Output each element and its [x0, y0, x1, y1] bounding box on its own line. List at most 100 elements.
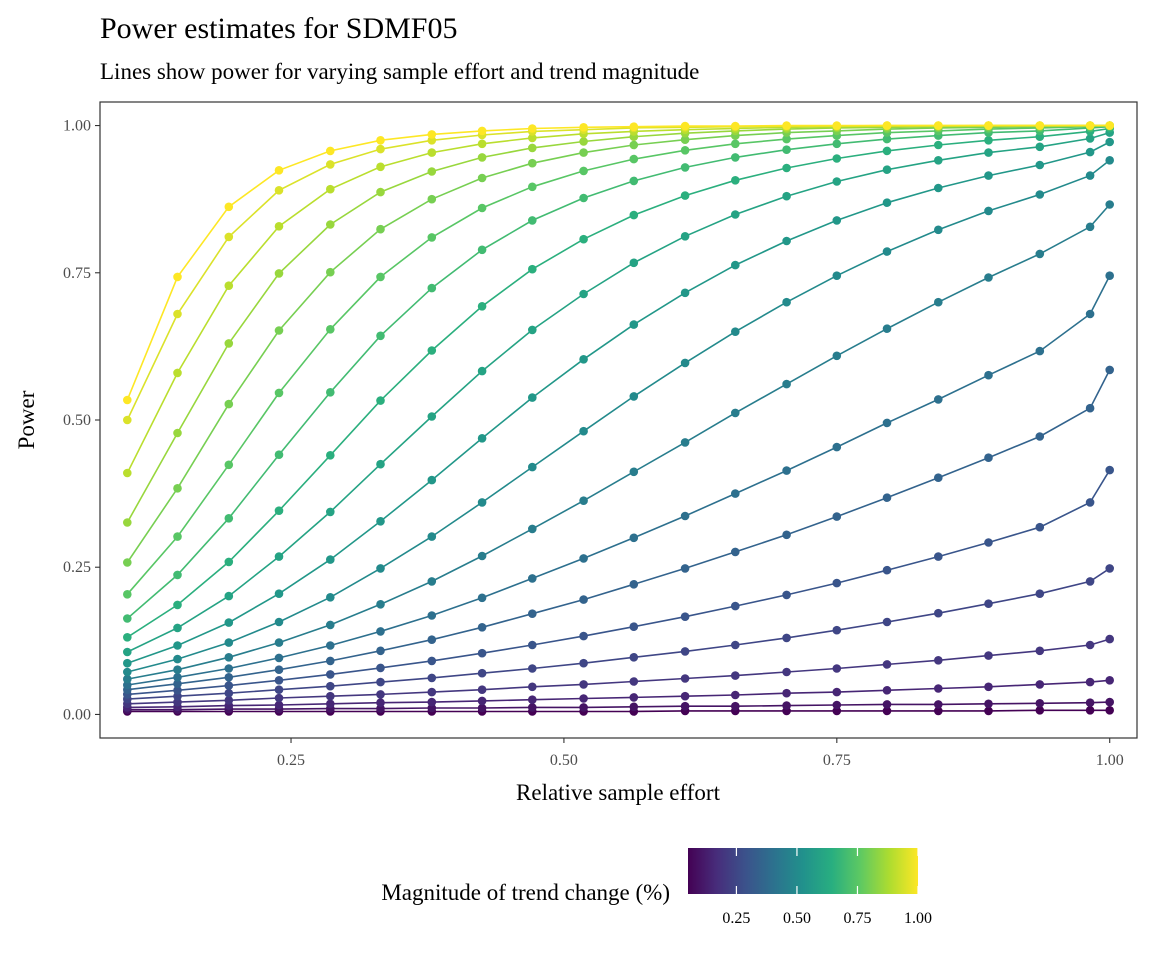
data-point	[1035, 706, 1045, 715]
data-point	[274, 326, 284, 335]
data-point	[1035, 346, 1045, 356]
data-point	[1085, 403, 1095, 413]
data-point	[680, 612, 690, 621]
legend-tick-label: 0.25	[722, 910, 750, 927]
data-point	[882, 198, 892, 207]
data-point	[224, 638, 234, 647]
data-point	[326, 555, 335, 564]
data-point	[528, 640, 537, 650]
data-point	[782, 701, 791, 710]
data-point	[1085, 134, 1095, 143]
data-point	[832, 687, 842, 697]
data-point	[1035, 680, 1045, 689]
data-point	[477, 153, 487, 162]
data-point	[274, 638, 284, 647]
data-point	[326, 267, 335, 277]
data-point	[326, 593, 335, 602]
data-point	[882, 247, 892, 256]
data-point	[579, 595, 588, 604]
data-point	[984, 682, 993, 692]
series-line-group	[123, 365, 1114, 694]
data-point	[376, 600, 385, 609]
data-point	[731, 601, 740, 611]
data-point	[477, 593, 487, 603]
data-point	[427, 283, 437, 293]
data-point	[1035, 699, 1045, 708]
chart-title: Power estimates for SDMF05	[100, 12, 458, 45]
data-point	[274, 685, 284, 694]
data-point	[224, 696, 234, 705]
data-point	[579, 496, 588, 506]
data-point	[477, 668, 487, 678]
data-point	[224, 399, 234, 409]
data-point	[680, 163, 690, 172]
y-tick-label: 1.00	[63, 118, 91, 135]
data-point	[832, 442, 842, 452]
data-point	[934, 395, 943, 404]
data-point	[680, 691, 690, 701]
data-point	[326, 160, 335, 169]
data-point	[782, 530, 791, 540]
data-point	[934, 473, 943, 483]
data-point	[326, 388, 335, 397]
data-point	[224, 664, 234, 673]
data-point	[477, 173, 487, 183]
data-point	[629, 467, 639, 477]
data-point	[274, 693, 284, 703]
data-point	[376, 459, 385, 469]
data-point	[173, 484, 182, 493]
data-point	[832, 706, 842, 716]
data-point	[934, 700, 943, 709]
data-point	[224, 688, 234, 698]
data-point	[1085, 121, 1095, 130]
data-point	[376, 162, 385, 172]
y-tick-label: 0.00	[63, 706, 91, 723]
data-point	[326, 656, 335, 666]
data-point	[832, 625, 842, 635]
data-point	[376, 517, 385, 526]
data-point	[224, 557, 234, 567]
data-point	[173, 428, 182, 438]
data-point	[984, 171, 993, 180]
y-axis-title: Power	[14, 390, 39, 449]
data-point	[1035, 121, 1045, 130]
data-point	[477, 302, 487, 311]
data-point	[427, 412, 437, 421]
data-point	[173, 697, 182, 707]
data-point	[274, 166, 284, 175]
data-point	[376, 677, 385, 687]
data-point	[376, 136, 385, 145]
data-point	[173, 623, 182, 633]
data-point	[934, 552, 943, 561]
data-point	[376, 272, 385, 282]
data-point	[882, 134, 892, 144]
data-point	[326, 507, 335, 517]
data-point	[680, 564, 690, 573]
x-axis-title: Relative sample effort	[516, 780, 721, 805]
data-point	[173, 309, 182, 319]
data-point	[782, 466, 791, 475]
data-point	[629, 176, 639, 186]
data-point	[1085, 706, 1095, 715]
data-point	[274, 506, 284, 515]
data-point	[832, 154, 842, 163]
data-point	[680, 674, 690, 683]
data-point	[427, 673, 437, 683]
data-point	[274, 552, 284, 561]
data-point	[376, 331, 385, 341]
data-point	[123, 658, 132, 668]
data-point	[123, 647, 132, 657]
data-point	[427, 130, 437, 139]
data-point	[123, 590, 132, 599]
data-point	[1105, 156, 1114, 165]
data-point	[629, 653, 639, 662]
data-point	[173, 532, 182, 541]
data-point	[224, 618, 234, 627]
data-point	[427, 136, 437, 145]
data-point	[224, 673, 234, 682]
data-point	[934, 183, 943, 193]
data-point	[882, 660, 892, 669]
data-point	[731, 547, 740, 557]
data-point	[832, 121, 842, 130]
